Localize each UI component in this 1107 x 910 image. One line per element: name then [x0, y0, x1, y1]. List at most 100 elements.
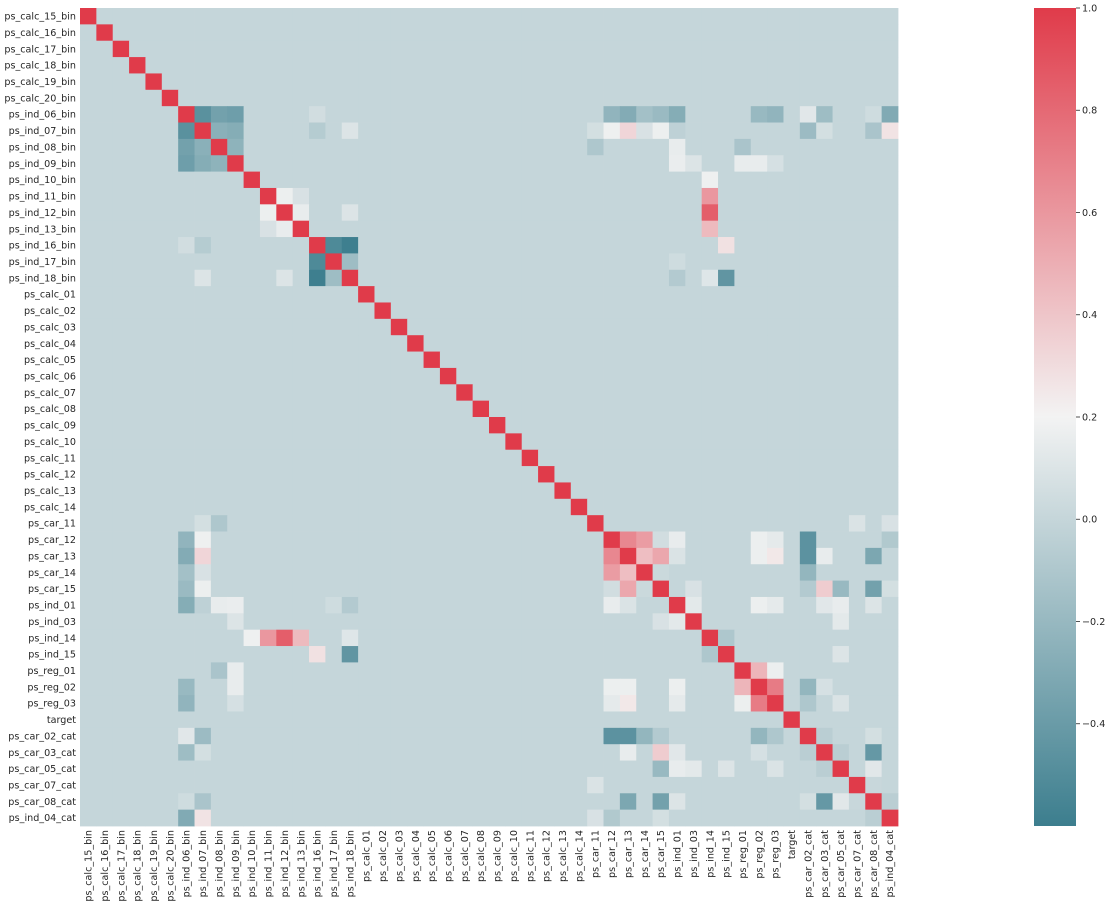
x-tick-label: ps_ind_15	[722, 830, 733, 878]
heatmap-cell	[292, 498, 310, 516]
y-tick-label: ps_calc_13	[24, 486, 76, 497]
heatmap-cell	[374, 433, 392, 451]
heatmap-cell	[407, 286, 424, 303]
heatmap-cell	[439, 106, 457, 123]
heatmap-cell	[129, 73, 146, 91]
heatmap-cell	[96, 8, 114, 25]
heatmap-cell	[816, 73, 833, 91]
heatmap-cell	[718, 580, 735, 598]
heatmap-cell	[881, 580, 899, 598]
heatmap-cell	[325, 711, 343, 729]
heatmap-cell	[423, 760, 441, 778]
heatmap-cell	[194, 138, 212, 156]
heatmap-cell	[489, 302, 506, 320]
y-tick-label: ps_car_13	[28, 551, 76, 562]
y-tick-label: ps_ind_13_bin	[9, 224, 76, 235]
heatmap-cell	[554, 449, 572, 467]
heatmap-cell	[145, 564, 163, 581]
heatmap-cell	[619, 662, 637, 680]
heatmap-cell	[570, 351, 588, 369]
heatmap-cell	[718, 678, 735, 696]
heatmap-cell	[374, 269, 392, 287]
heatmap-cell	[587, 384, 604, 402]
heatmap-cell	[227, 695, 244, 712]
heatmap-cell	[652, 40, 670, 58]
heatmap-cell	[390, 122, 408, 140]
heatmap-cell	[570, 8, 588, 25]
y-tick-label: ps_car_14	[28, 568, 76, 579]
heatmap-cell	[538, 564, 555, 581]
heatmap-cell	[734, 335, 752, 352]
heatmap-cell	[603, 253, 621, 271]
heatmap-cell	[783, 106, 801, 123]
heatmap-cell	[96, 89, 114, 107]
heatmap-cell	[374, 498, 392, 516]
heatmap-cell	[570, 400, 588, 418]
heatmap-cell	[718, 24, 735, 42]
heatmap-cell	[505, 400, 523, 418]
heatmap-cell	[145, 727, 163, 745]
heatmap-cell	[456, 531, 474, 549]
heatmap-cell	[619, 695, 637, 712]
x-tick-label: ps_ind_18_bin	[345, 830, 356, 897]
heatmap-cell	[194, 433, 212, 451]
heatmap-cell	[178, 646, 195, 663]
heatmap-cell	[210, 106, 228, 123]
heatmap-cell	[439, 564, 457, 581]
heatmap-cell	[423, 40, 441, 58]
heatmap-cell	[96, 335, 114, 352]
heatmap-cell	[783, 138, 801, 156]
heatmap-cell	[718, 744, 735, 761]
heatmap-cell	[554, 629, 572, 647]
heatmap-cell	[652, 253, 670, 271]
heatmap-cell	[210, 8, 228, 25]
heatmap-cell	[554, 580, 572, 598]
heatmap-cell	[734, 564, 752, 581]
heatmap-cell	[636, 678, 653, 696]
heatmap-cell	[96, 351, 114, 369]
heatmap-cell	[456, 547, 474, 565]
heatmap-cell	[587, 367, 604, 385]
heatmap-cell	[341, 417, 359, 434]
y-tick-label: ps_ind_17_bin	[9, 257, 76, 268]
heatmap-cell	[439, 73, 457, 91]
heatmap-cell	[129, 433, 146, 451]
heatmap-cell	[390, 24, 408, 42]
heatmap-cell	[619, 24, 637, 42]
heatmap-cell	[423, 564, 441, 581]
heatmap-cell	[668, 73, 686, 91]
heatmap-cell	[783, 433, 801, 451]
heatmap-cell	[505, 727, 523, 745]
x-tick-label: ps_calc_07	[460, 830, 471, 882]
heatmap-cell	[456, 187, 474, 205]
heatmap-cell	[194, 547, 212, 565]
heatmap-cell	[554, 596, 572, 614]
heatmap-cell	[407, 613, 424, 631]
heatmap-cell	[848, 8, 866, 25]
heatmap-cell	[145, 8, 163, 25]
heatmap-cell	[227, 122, 244, 140]
heatmap-cell	[112, 335, 130, 352]
heatmap-cell	[718, 793, 735, 811]
heatmap-cell	[374, 695, 392, 712]
heatmap-cell	[456, 89, 474, 107]
heatmap-cell	[668, 237, 686, 254]
heatmap-cell	[505, 711, 523, 729]
heatmap-cell	[472, 253, 490, 271]
heatmap-cell	[636, 40, 653, 58]
heatmap-cell	[276, 711, 294, 729]
heatmap-cell	[243, 580, 261, 598]
heatmap-cell	[685, 711, 703, 729]
heatmap-cell	[636, 498, 653, 516]
heatmap-cell	[259, 253, 277, 271]
heatmap-cell	[505, 531, 523, 549]
heatmap-cell	[554, 613, 572, 631]
heatmap-cell	[194, 400, 212, 418]
heatmap-cell	[292, 384, 310, 402]
heatmap-cell	[145, 793, 163, 811]
heatmap-cell	[783, 40, 801, 58]
heatmap-cell	[685, 171, 703, 189]
heatmap-cell	[456, 776, 474, 794]
heatmap-cell	[390, 204, 408, 222]
heatmap-cell	[161, 417, 179, 434]
